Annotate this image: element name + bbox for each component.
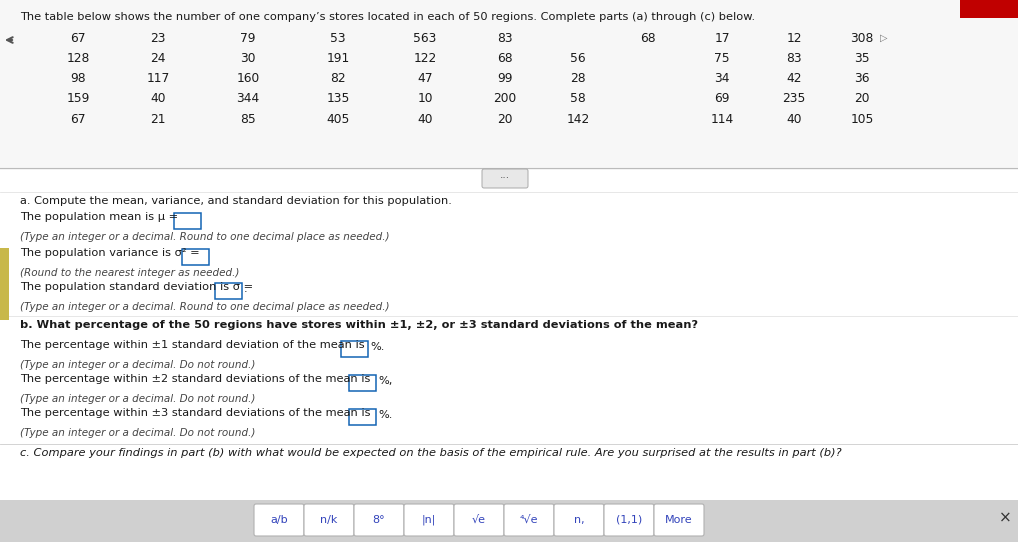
Text: 56: 56 <box>570 52 585 65</box>
FancyBboxPatch shape <box>0 248 9 320</box>
Text: The table below shows the number of one company’s stores located in each of 50 r: The table below shows the number of one … <box>20 12 755 22</box>
Text: ···: ··· <box>500 173 510 184</box>
Text: The percentage within ±2 standard deviations of the mean is: The percentage within ±2 standard deviat… <box>20 374 371 384</box>
Text: (1,1): (1,1) <box>616 515 642 525</box>
FancyBboxPatch shape <box>0 500 1018 542</box>
Text: a. Compute the mean, variance, and standard deviation for this population.: a. Compute the mean, variance, and stand… <box>20 196 452 206</box>
Text: 114: 114 <box>711 113 734 126</box>
FancyBboxPatch shape <box>960 0 1018 18</box>
Text: 83: 83 <box>786 52 802 65</box>
Text: n,: n, <box>574 515 584 525</box>
Text: 200: 200 <box>494 92 516 105</box>
Text: 191: 191 <box>327 52 349 65</box>
Text: 85: 85 <box>240 113 256 126</box>
Text: 69: 69 <box>715 92 730 105</box>
FancyBboxPatch shape <box>304 504 354 536</box>
Text: The population mean is μ =: The population mean is μ = <box>20 212 178 222</box>
FancyBboxPatch shape <box>554 504 604 536</box>
Text: 58: 58 <box>570 92 586 105</box>
Text: n/k: n/k <box>321 515 338 525</box>
FancyBboxPatch shape <box>482 169 528 188</box>
Text: %.: %. <box>378 410 392 420</box>
Text: 135: 135 <box>327 92 350 105</box>
Text: 82: 82 <box>330 72 346 85</box>
Text: 30: 30 <box>240 52 256 65</box>
Text: 28: 28 <box>570 72 585 85</box>
FancyBboxPatch shape <box>454 504 504 536</box>
Text: .: . <box>244 284 247 294</box>
Text: 99: 99 <box>497 72 513 85</box>
FancyBboxPatch shape <box>174 212 202 229</box>
Text: 235: 235 <box>782 92 805 105</box>
Text: 10: 10 <box>417 92 433 105</box>
Text: 68: 68 <box>497 52 513 65</box>
Text: 79: 79 <box>240 32 256 45</box>
FancyBboxPatch shape <box>349 409 377 424</box>
FancyBboxPatch shape <box>604 504 654 536</box>
Text: (Round to the nearest integer as needed.): (Round to the nearest integer as needed.… <box>20 268 239 278</box>
Text: 34: 34 <box>715 72 730 85</box>
Text: 67: 67 <box>70 113 86 126</box>
Text: (Type an integer or a decimal. Do not round.): (Type an integer or a decimal. Do not ro… <box>20 360 256 370</box>
Text: (Type an integer or a decimal. Round to one decimal place as needed.): (Type an integer or a decimal. Round to … <box>20 302 390 312</box>
Text: 344: 344 <box>236 92 260 105</box>
Text: 405: 405 <box>327 113 350 126</box>
FancyBboxPatch shape <box>216 282 242 299</box>
Text: (Type an integer or a decimal. Round to one decimal place as needed.): (Type an integer or a decimal. Round to … <box>20 232 390 242</box>
Text: 8°: 8° <box>373 515 385 525</box>
Text: 122: 122 <box>413 52 437 65</box>
Text: b. What percentage of the 50 regions have stores within ±1, ±2, or ±3 standard d: b. What percentage of the 50 regions hav… <box>20 320 698 330</box>
Text: 67: 67 <box>70 32 86 45</box>
Text: The population standard deviation is σ =: The population standard deviation is σ = <box>20 282 253 292</box>
Text: ×: × <box>999 510 1011 525</box>
Text: a/b: a/b <box>270 515 288 525</box>
Text: 36: 36 <box>854 72 869 85</box>
Text: 53: 53 <box>330 32 346 45</box>
FancyBboxPatch shape <box>504 504 554 536</box>
Text: %,: %, <box>378 376 392 386</box>
Text: 128: 128 <box>66 52 90 65</box>
FancyBboxPatch shape <box>182 248 210 264</box>
Text: 35: 35 <box>854 52 869 65</box>
Text: ▷: ▷ <box>881 33 888 43</box>
Text: 47: 47 <box>417 72 433 85</box>
Text: (Type an integer or a decimal. Do not round.): (Type an integer or a decimal. Do not ro… <box>20 428 256 438</box>
Text: 142: 142 <box>566 113 589 126</box>
Text: 40: 40 <box>151 92 166 105</box>
Text: 20: 20 <box>497 113 513 126</box>
FancyBboxPatch shape <box>354 504 404 536</box>
Text: %.: %. <box>370 342 385 352</box>
Text: The population variance is σ² =: The population variance is σ² = <box>20 248 200 258</box>
Text: The percentage within ±1 standard deviation of the mean is: The percentage within ±1 standard deviat… <box>20 340 364 350</box>
Text: 40: 40 <box>417 113 433 126</box>
Text: 12: 12 <box>786 32 802 45</box>
Text: 24: 24 <box>151 52 166 65</box>
Text: |n|: |n| <box>421 515 436 525</box>
Text: 308: 308 <box>850 32 873 45</box>
Text: 23: 23 <box>151 32 166 45</box>
Text: 68: 68 <box>640 32 656 45</box>
Text: ⁴√e: ⁴√e <box>520 515 539 525</box>
Text: 117: 117 <box>147 72 170 85</box>
Text: More: More <box>665 515 693 525</box>
Text: 105: 105 <box>850 113 873 126</box>
FancyBboxPatch shape <box>0 0 1018 170</box>
Text: 159: 159 <box>66 92 90 105</box>
Text: 160: 160 <box>236 72 260 85</box>
Text: 20: 20 <box>854 92 869 105</box>
Text: c. Compare your findings in part (b) with what would be expected on the basis of: c. Compare your findings in part (b) wit… <box>20 448 842 458</box>
FancyBboxPatch shape <box>349 375 377 390</box>
Text: 98: 98 <box>70 72 86 85</box>
Text: 40: 40 <box>786 113 802 126</box>
FancyBboxPatch shape <box>404 504 454 536</box>
Text: 42: 42 <box>786 72 802 85</box>
FancyBboxPatch shape <box>341 340 369 357</box>
Text: 17: 17 <box>715 32 730 45</box>
Text: 83: 83 <box>497 32 513 45</box>
FancyBboxPatch shape <box>254 504 304 536</box>
Text: √e: √e <box>472 515 486 525</box>
Text: 21: 21 <box>151 113 166 126</box>
Text: 75: 75 <box>715 52 730 65</box>
FancyBboxPatch shape <box>654 504 704 536</box>
